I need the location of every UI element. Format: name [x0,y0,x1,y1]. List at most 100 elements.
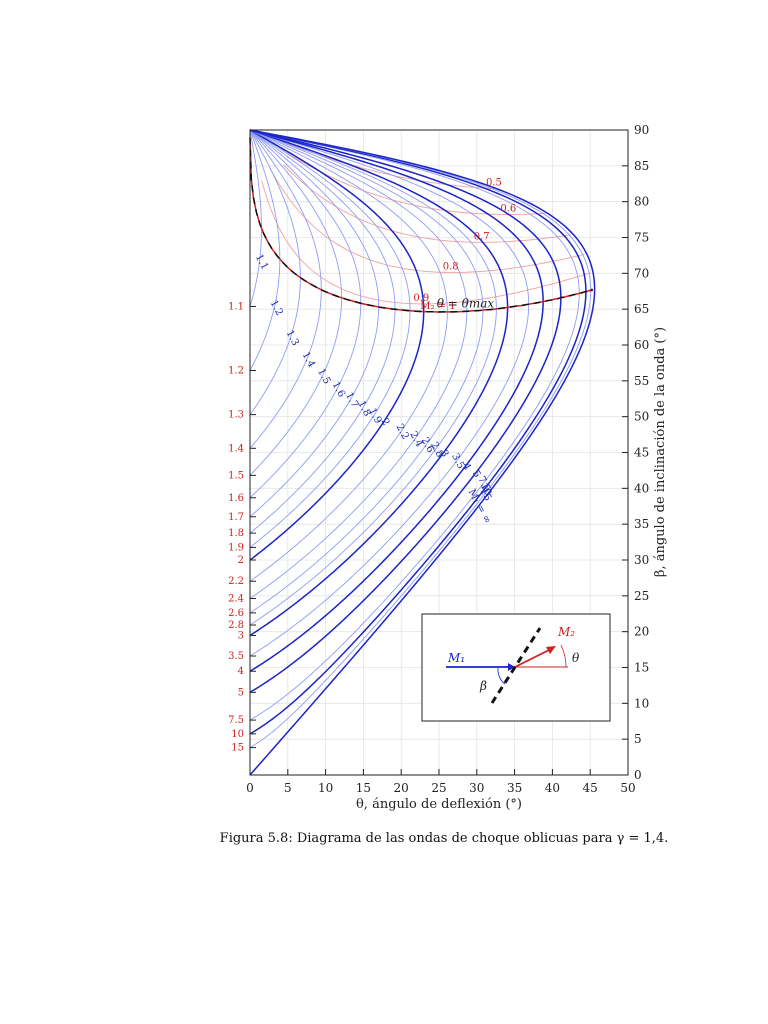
y-tick-label: 0 [634,768,642,782]
y-tick-label: 75 [634,231,649,245]
y-tick-label: 90 [634,123,649,137]
x-tick-label: 0 [246,781,254,795]
m1-curve-label: 2 [379,417,392,428]
m1-curve-label: 1.1 [253,253,270,272]
m1-curve [249,129,396,534]
y-tick-label: 10 [634,696,649,710]
m1-curve-label: 3 [438,448,451,459]
m1-curve [249,129,262,307]
m1-curve [249,129,380,518]
left-mach-label: 4 [238,666,244,677]
left-mach-label: 1.4 [228,443,244,454]
y-tick-label: 30 [634,553,649,567]
left-mach-label: 1.3 [228,410,244,421]
special-curves [249,137,593,313]
y-tick-label: 80 [634,195,649,209]
inset-theta-arc [560,644,567,668]
left-mach-label: 1.9 [228,542,244,553]
left-mach-label: 1.7 [228,512,244,523]
y-tick-label: 50 [634,410,649,424]
m1-curve [249,129,322,449]
m1-curve [249,129,509,637]
y-tick-label: 65 [634,302,649,316]
m1-curve-label: 1.2 [268,298,285,317]
left-mach-label: 5 [238,687,244,698]
m2-curve-label: M₂ = 1 [420,301,455,312]
m1-curve-label: 4 [460,461,473,472]
m1-curve [249,129,592,748]
left-mach-label: 1.5 [228,470,244,481]
m1-curves [249,129,596,776]
x-tick-label: 40 [545,781,560,795]
m2-curve-label: 0.7 [474,231,490,242]
m1-curve [249,129,484,614]
x-tick-label: 15 [356,781,371,795]
y-tick-label: 60 [634,338,649,352]
left-mach-label: 2 [238,555,244,566]
y-tick-label: 20 [634,625,649,639]
inset-beta-label: β [479,679,487,693]
inset-m2-arrow [514,647,554,668]
left-mach-label: 7.5 [228,715,244,726]
m2-curve [282,164,571,243]
m2-curve-label: 0.8 [443,261,459,272]
y-tick-label: 5 [634,732,642,746]
left-mach-label: 2.4 [228,594,244,605]
m2-curve-label: 0.9 [413,293,429,304]
x-tick-label: 25 [431,781,446,795]
left-mach-label: 10 [231,729,244,740]
m1-curve-label: 15 [477,487,493,503]
inset-diagram: M₁ M₂ θ β [421,613,611,722]
m1-curve [249,129,468,599]
m1-curve [249,129,587,735]
m2-curve [261,180,591,305]
left-mach-label: 2.8 [228,620,244,631]
x-tick-label: 45 [583,781,598,795]
m2-curve-label: 0.6 [500,203,516,214]
theta-max-curve [249,137,593,313]
x-axis-label: θ, ángulo de deflexión (°) [356,797,522,812]
x-tick-label: 30 [469,781,484,795]
m1-curve [249,129,362,499]
inset-m2-label: M₂ [557,625,575,639]
m2-curve-label: 0.5 [486,178,502,189]
curve-labels: 1.11.21.31.41.51.61.71.81.922.22.42.62.8… [253,178,516,526]
x-tick-label: 20 [394,781,409,795]
left-mach-label: 2.2 [228,576,244,587]
m1-curve-label: 1.4 [300,350,317,369]
y-tick-label: 15 [634,661,649,675]
inset-shock-line [490,627,542,704]
m1-curve [249,129,497,626]
m1-curve [249,129,281,371]
y-axis-label: β, ángulo de inclinación de la onda (°) [653,327,668,577]
m1-curve [249,129,343,476]
m2-curve [269,168,585,273]
theta-max-label: θ = θmax [437,297,495,311]
figure-caption: Figura 5.8: Diagrama de las ondas de cho… [220,831,669,846]
y-tick-label: 85 [634,159,649,173]
y-tick-label: 55 [634,374,649,388]
y-tick-label: 45 [634,446,649,460]
left-mach-label: 15 [231,743,244,754]
m1-curve [249,129,411,548]
left-mach-label: 3 [238,630,244,641]
x-tick-label: 10 [318,781,333,795]
y-tick-label: 25 [634,589,649,603]
left-mach-label: 3.5 [228,651,244,662]
m1-curve [249,129,544,672]
m1-curve [249,129,448,582]
m1-curve [249,129,580,721]
m1-curve [249,129,596,776]
m1-curve [249,129,425,561]
m1-curve [249,129,562,693]
left-mach-label: 1.1 [228,301,244,312]
axes: 0 5 10 15 20 25 30 35 40 45 5005101520253035404550… [228,123,649,795]
inset-beta-arc [497,667,506,685]
inset-m1-arrowhead [508,663,515,671]
y-tick-label: 70 [634,266,649,280]
x-tick-label: 5 [284,781,292,795]
m1-curve [249,129,530,657]
m1-curve-label: 1.5 [315,367,332,386]
y-tick-label: 35 [634,517,649,531]
